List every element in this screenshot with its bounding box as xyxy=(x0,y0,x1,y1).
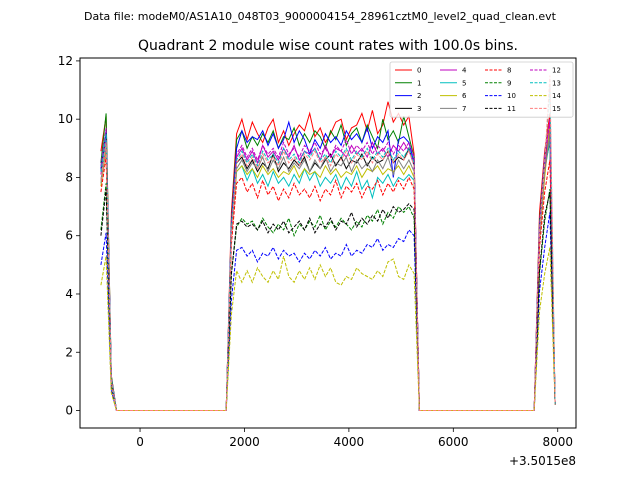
x-tick-label: 0 xyxy=(136,435,144,449)
legend-label: 0 xyxy=(417,67,421,75)
series-line-15 xyxy=(100,75,556,411)
y-tick-label: 10 xyxy=(58,112,73,126)
plot-area xyxy=(80,58,576,428)
legend-label: 5 xyxy=(462,79,466,87)
legend-label: 13 xyxy=(552,79,561,87)
y-tick-label: 8 xyxy=(65,170,73,184)
chart-title: Quadrant 2 module wise count rates with … xyxy=(138,38,518,54)
series-line-6 xyxy=(100,124,556,411)
x-tick-label: 2000 xyxy=(229,435,260,449)
y-axis: 0 2 4 6 8 10 12 xyxy=(58,54,80,418)
series-line-5 xyxy=(100,139,556,411)
x-tick-label: 6000 xyxy=(438,435,469,449)
legend-label: 1 xyxy=(417,79,421,87)
series-line-2 xyxy=(100,120,556,411)
legend-box xyxy=(389,61,574,118)
series-line-11 xyxy=(100,189,556,411)
series-line-13 xyxy=(100,87,556,411)
y-tick-label: 4 xyxy=(65,287,73,301)
series-line-8 xyxy=(100,157,556,411)
x-axis: 0 2000 4000 6000 8000 xyxy=(136,428,573,449)
legend-label: 15 xyxy=(552,105,561,113)
series-line-14 xyxy=(100,247,556,411)
series-line-10 xyxy=(100,212,556,411)
legend-label: 11 xyxy=(507,105,516,113)
plot-frame xyxy=(79,57,577,429)
legend-label: 10 xyxy=(507,92,516,100)
series-line-12 xyxy=(100,122,556,411)
legend-label: 12 xyxy=(552,67,561,75)
legend-label: 6 xyxy=(462,92,467,100)
legend-label: 8 xyxy=(507,67,511,75)
series-line-1 xyxy=(100,113,556,411)
y-tick-label: 12 xyxy=(58,54,73,68)
series-layer xyxy=(100,75,556,411)
series-line-4 xyxy=(100,119,556,411)
x-tick-label: 4000 xyxy=(334,435,365,449)
legend-label: 4 xyxy=(462,67,467,75)
legend-label: 7 xyxy=(462,105,466,113)
y-tick-label: 6 xyxy=(65,229,73,243)
legend-label: 14 xyxy=(552,92,561,100)
x-tick-label: 8000 xyxy=(542,435,573,449)
y-tick-label: 0 xyxy=(65,404,73,418)
legend-label: 3 xyxy=(417,105,421,113)
legend-label: 9 xyxy=(507,79,511,87)
legend-label: 2 xyxy=(417,92,421,100)
x-axis-offset-label: +3.5015e8 xyxy=(509,454,576,468)
y-tick-label: 2 xyxy=(65,345,73,359)
figure-suptitle: Data file: modeM0/AS1A10_048T03_90000041… xyxy=(84,10,557,23)
